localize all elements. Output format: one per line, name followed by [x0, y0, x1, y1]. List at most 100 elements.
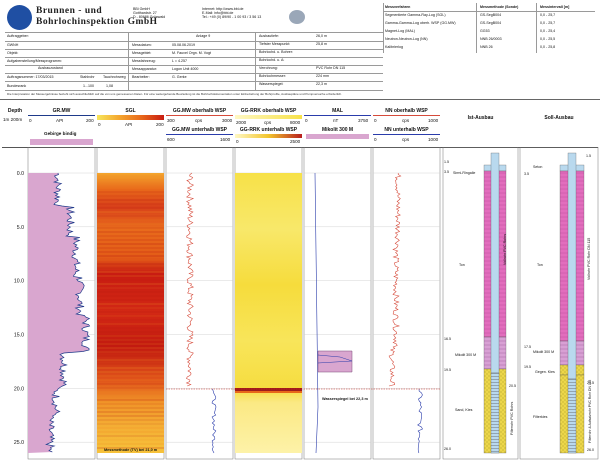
field-label: Auftraggeber: — [7, 34, 29, 38]
soll-pipe-label: Vollrohr PVC Rohr DN 115 — [587, 237, 591, 280]
field-label: Bohrlochd. u. Bohrer: — [259, 50, 293, 54]
sgl-streak — [97, 443, 164, 445]
ggmw-curve — [185, 172, 195, 387]
gr-track-title: GR.MW — [52, 108, 71, 114]
nn-unit: cps — [402, 118, 410, 123]
sgl-streak — [97, 371, 164, 373]
ggmw-min: 300 — [167, 118, 175, 123]
sgl-streak — [97, 379, 164, 381]
sgl-streak — [97, 359, 164, 361]
sgl-streak — [97, 299, 164, 301]
ist-depth: 3.5 — [444, 170, 449, 174]
field-value: L = 4.257 — [172, 59, 187, 63]
depth-tick-label: 20.0 — [14, 386, 24, 392]
nn-curve — [388, 173, 402, 387]
soll-depth: 26.0 — [587, 448, 594, 452]
ist-depth: 1.5 — [444, 160, 449, 164]
soll-depth: 20.5 — [587, 381, 594, 385]
field-value: 224 mm — [316, 74, 329, 78]
sgl-max: 200 — [156, 122, 164, 127]
field-label: Auftragsnummer: 17/03/2015 — [7, 75, 54, 79]
sgl-streak — [97, 383, 164, 385]
sgl-streak — [97, 431, 164, 433]
soll-depth: 19.5 — [524, 365, 531, 369]
sgl-streak — [97, 435, 164, 437]
ist-ausbau-title: Ist-Ausbau — [467, 115, 494, 121]
methods-cell: 0,0 - 25,7 — [540, 21, 556, 25]
soll-label: Gegen. Kies — [535, 370, 555, 374]
methods-cell: 0,0 - 25,8 — [540, 45, 556, 49]
company-name-line2: Bohrlochinspektion GmbH — [36, 16, 158, 27]
ggmw-max: 3000 — [222, 118, 233, 123]
ggmw-max2: 1600 — [220, 137, 231, 142]
contact-line: Tel.: +49 (0) 89/90 - 1 00 93 / 3 56 13 — [202, 15, 262, 20]
sgl-streak — [97, 295, 164, 297]
sgl-streak — [97, 331, 164, 333]
sgl-streak — [97, 223, 164, 225]
mal-min: 0 — [305, 118, 308, 123]
ist-pipe-label: Vollrohr PVC Rohrs — [503, 233, 507, 265]
sgl-streak — [97, 179, 164, 181]
depth-tick-label: 5.0 — [17, 225, 24, 231]
field-label: Bohrlochmesser: — [259, 74, 286, 78]
sgl-streak — [97, 447, 164, 449]
sgl-streak — [97, 231, 164, 233]
sgl-streak — [97, 283, 164, 285]
ggrrk-min: 2000 — [236, 120, 247, 125]
ggmw-curve-below — [211, 388, 217, 454]
ggrrk-heatmap — [235, 173, 302, 453]
field-value: 1...100 — [83, 84, 94, 88]
field-label: Ausbauzustand — [38, 66, 63, 70]
mal-legend-swatch — [306, 134, 369, 139]
sgl-streak — [97, 203, 164, 205]
company-name: Brunnen - und Bohrlochinspektion GmbH — [36, 6, 158, 27]
field-value: M. Fauvel Orgn. M. Vogt — [172, 51, 211, 55]
field-label: Wasserspiegel: — [259, 82, 284, 86]
sgl-streak — [97, 351, 164, 353]
ist-depth: 16.5 — [444, 337, 451, 341]
address-line: BBi GmbH — [133, 7, 150, 11]
sgl-streak — [97, 391, 164, 393]
field-label: Messdatum: — [132, 43, 152, 47]
depth-axis-title: Depth — [7, 108, 23, 114]
mal-scale-line — [304, 115, 371, 116]
gr-scale-line — [28, 115, 95, 116]
ggrrk-unit: cps — [264, 120, 272, 125]
ist-label: Sand, Kies — [455, 408, 473, 412]
mal-curve — [314, 172, 319, 454]
sgl-streak — [97, 247, 164, 249]
sgl-unit: API — [125, 122, 133, 127]
mal-track-title: MAL — [332, 108, 343, 114]
field-label: GWNH — [7, 43, 19, 47]
company-name-line1: Brunnen - und — [36, 6, 103, 16]
methods-cell: GS-SegB004 — [480, 13, 502, 17]
ist-ausbau-column — [483, 152, 507, 454]
sgl-streak — [97, 191, 164, 193]
sgl-streak — [97, 207, 164, 209]
field-value: 25,8 m — [316, 42, 327, 46]
sgl-streak — [97, 279, 164, 281]
methods-cell: Neutron-Neutron-Log (NN) — [385, 37, 428, 41]
remark-text: Die Interpretation der Messergebnisse be… — [7, 92, 343, 96]
nn-scale-line2 — [373, 134, 440, 135]
sgl-streak — [97, 387, 164, 389]
field-label: Anlage 9 — [196, 34, 211, 38]
sgl-streak — [97, 287, 164, 289]
methods-cell: Kalibrierlog — [385, 45, 403, 49]
methods-header: Messintervall [m] — [540, 5, 570, 9]
soll-filter-label: Filterrohr & Aufsatzrohr PVC Rohr DN 115 — [588, 379, 592, 443]
sgl-streak — [97, 315, 164, 317]
ggmw-unit: cps — [195, 118, 203, 123]
soll-label: Seton — [533, 165, 543, 169]
methods-cell: NNB 26 — [480, 45, 493, 49]
field-label: Bundesrank — [7, 84, 27, 88]
depth-tick-label: 15.0 — [14, 333, 24, 339]
nn-max: 1000 — [428, 118, 439, 123]
sgl-streak — [97, 395, 164, 397]
nn-track-title: NN oberhalb WSP — [385, 108, 428, 114]
methods-cell: Gamma-Gamma-Log oberh. WSP (GG.MW) — [385, 21, 456, 25]
methods-cell: 0,0 - 25,5 — [540, 37, 556, 41]
field-value: 26,0 m — [316, 34, 327, 38]
field-value: G. Gerke — [172, 75, 187, 79]
sgl-streak — [97, 311, 164, 313]
